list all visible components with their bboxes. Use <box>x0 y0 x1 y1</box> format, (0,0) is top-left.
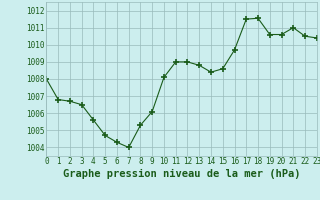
X-axis label: Graphe pression niveau de la mer (hPa): Graphe pression niveau de la mer (hPa) <box>63 169 300 179</box>
